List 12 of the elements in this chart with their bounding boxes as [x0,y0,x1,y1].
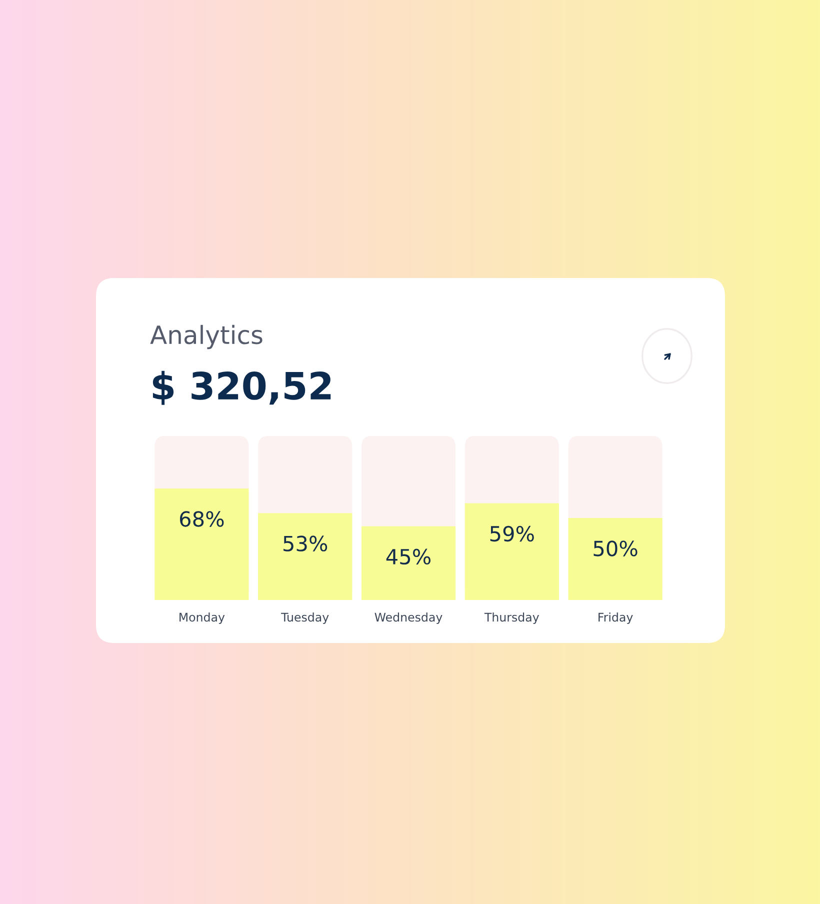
data-label: 59% [490,526,534,542]
x-tick-label: Wednesday [374,612,442,624]
x-tick-label: Thursday [484,612,539,624]
data-label: 50% [594,540,638,556]
x-tick-label: Friday [598,612,633,624]
x-tick-label: Tuesday [281,612,329,624]
chart-title: Analytics [150,324,262,350]
data-label: 68% [180,511,224,527]
chart-subtitle: $ 320,52 [152,370,331,405]
x-tick-label: Monday [180,612,225,624]
data-label: 45% [386,548,431,565]
data-label: 53% [284,536,328,552]
